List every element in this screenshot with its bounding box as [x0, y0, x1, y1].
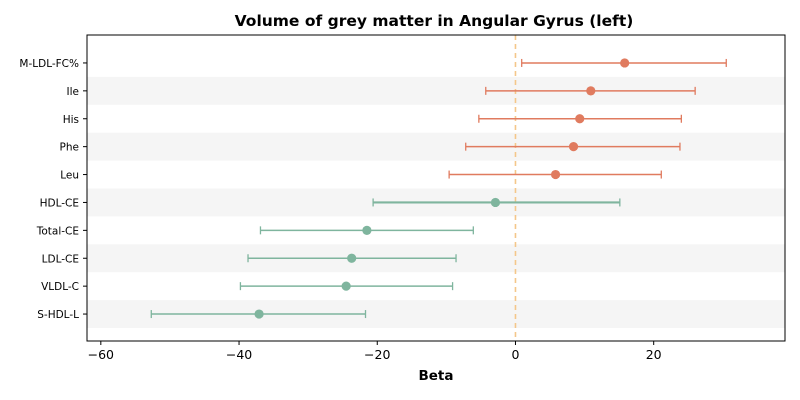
y-tick-label: M-LDL-FC%: [19, 58, 79, 70]
y-axis: M-LDL-FC% Ile His Phe Leu HDL-CE Total-CE LDL-C…: [19, 58, 87, 321]
estimate-point: [254, 309, 264, 319]
x-tick-label: −40: [226, 347, 252, 362]
estimate-point: [490, 197, 501, 208]
x-axis: −60 −40 −20 0 20: [88, 341, 662, 362]
y-tick-label: His: [63, 114, 79, 126]
estimate-point: [362, 225, 372, 235]
estimate-point: [575, 114, 585, 124]
plot-frame: [86, 34, 786, 342]
x-tick-label: 0: [511, 347, 519, 362]
forest-row-leu: [448, 169, 662, 180]
y-tick-label: Total-CE: [36, 225, 79, 237]
forest-row-s-hdl-l: [150, 309, 367, 319]
forest-row-phe: [465, 142, 681, 152]
y-tick-label: S-HDL-L: [37, 309, 79, 321]
forest-row-ldl-ce: [247, 253, 457, 263]
data-marks: [150, 58, 727, 319]
x-tick-label: 20: [646, 347, 662, 362]
estimate-point: [568, 142, 579, 152]
forest-row-ile: [485, 86, 696, 96]
forest-row-m-ldl-fc-: [521, 58, 727, 68]
estimate-point: [347, 253, 357, 263]
y-tick-label: LDL-CE: [42, 253, 79, 265]
chart-title: Volume of grey matter in Angular Gyrus (…: [235, 12, 634, 30]
estimate-point: [341, 281, 351, 291]
x-tick-label: −20: [364, 347, 390, 362]
y-tick-label: HDL-CE: [40, 197, 79, 209]
y-tick-label: Ile: [67, 86, 79, 98]
forest-row-total-ce: [259, 225, 474, 235]
estimate-point: [620, 58, 630, 68]
y-tick-label: Phe: [60, 142, 79, 154]
estimate-point: [550, 169, 561, 180]
forest-row-vldl-c: [239, 281, 454, 291]
y-tick-label: VLDL-C: [41, 281, 79, 293]
x-tick-label: −60: [88, 347, 114, 362]
forest-row-hdl-ce: [372, 197, 621, 208]
forest-row-his: [478, 114, 682, 124]
x-axis-label: Beta: [418, 368, 453, 384]
estimate-point: [586, 86, 596, 96]
y-tick-label: Leu: [60, 170, 79, 182]
